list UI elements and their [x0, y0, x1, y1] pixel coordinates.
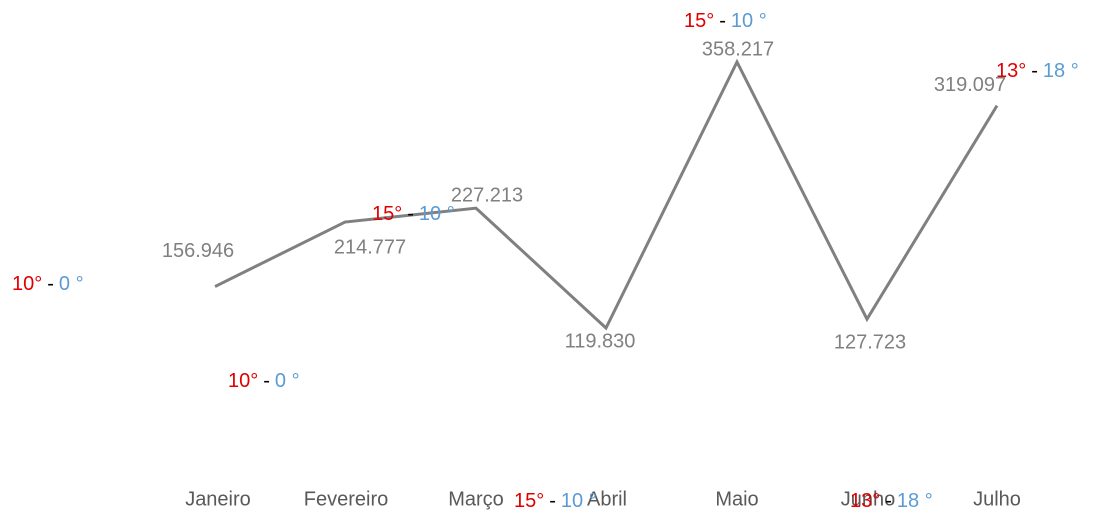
x-tick-label: Abril — [587, 488, 627, 510]
value-label: 156.946 — [162, 240, 234, 262]
annotation: 13° -18 ° — [850, 490, 933, 512]
annotation-sep: - — [719, 10, 726, 32]
annotation: 13° -18 ° — [996, 60, 1079, 82]
x-tick-label: Março — [448, 488, 504, 510]
annotation-sep: - — [885, 490, 892, 512]
annotation-low: 10° — [228, 370, 258, 392]
annotation-high: 0 ° — [59, 273, 84, 295]
value-label: 319.097 — [934, 74, 1006, 96]
annotation-low: 13° — [996, 60, 1026, 82]
annotation-high: 10 ° — [561, 490, 597, 512]
annotation-sep: - — [47, 273, 54, 295]
x-tick-label: Maio — [715, 488, 758, 510]
annotation: 10° -0 ° — [12, 273, 84, 295]
annotation-high: 10 ° — [419, 203, 455, 225]
annotation-sep: - — [549, 490, 556, 512]
annotation-high: 0 ° — [275, 370, 300, 392]
annotation-high: 10 ° — [731, 10, 767, 32]
annotation-low: 15° — [372, 203, 402, 225]
annotation: 15° -10 ° — [372, 203, 455, 225]
annotation-low: 10° — [12, 273, 42, 295]
annotation-high: 18 ° — [897, 490, 933, 512]
annotation-low: 15° — [514, 490, 544, 512]
annotation: 10° -0 ° — [228, 370, 300, 392]
annotation-low: 13° — [850, 490, 880, 512]
annotation: 15° -10 ° — [514, 490, 597, 512]
data-line — [214, 58, 999, 331]
value-label: 127.723 — [834, 331, 906, 353]
value-label: 227.213 — [451, 184, 523, 206]
value-label: 358.217 — [702, 38, 774, 60]
x-tick-label: Junho — [841, 488, 896, 510]
annotation-low: 15° — [684, 10, 714, 32]
annotation-sep: - — [1031, 60, 1038, 82]
x-tick-label: Julho — [973, 488, 1021, 510]
x-tick-label: Fevereiro — [304, 488, 388, 510]
annotation-sep: - — [407, 203, 414, 225]
annotation-sep: - — [263, 370, 270, 392]
x-tick-label: Janeiro — [185, 488, 251, 510]
value-label: 214.777 — [334, 236, 406, 258]
annotation: 15° -10 ° — [684, 10, 767, 32]
value-label: 119.830 — [565, 330, 636, 352]
annotation-high: 18 ° — [1043, 60, 1079, 82]
